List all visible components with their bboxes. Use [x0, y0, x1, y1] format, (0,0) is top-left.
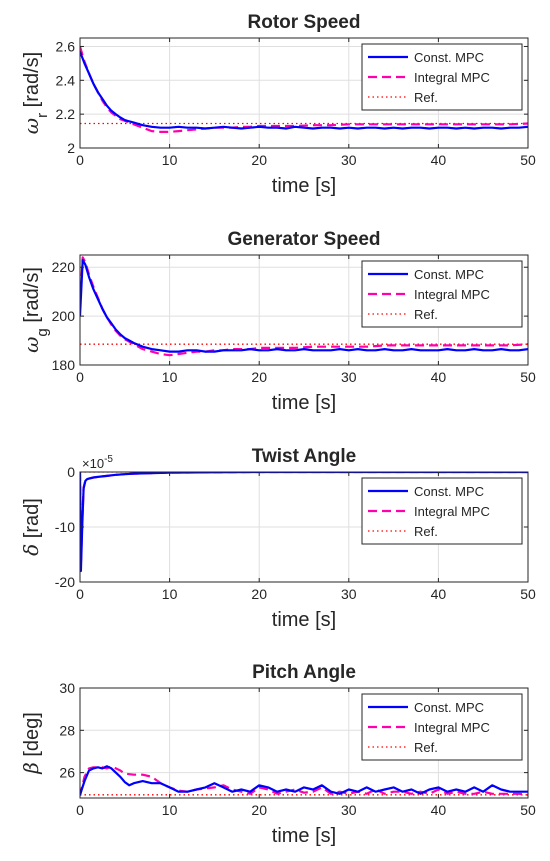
x-tick-label: 40 — [431, 802, 447, 818]
series-line-const-mpc — [80, 258, 528, 353]
legend-label: Ref. — [414, 740, 438, 755]
x-tick-label: 20 — [251, 369, 267, 385]
x-tick-label: 50 — [520, 586, 536, 602]
x-tick-label: 50 — [520, 369, 536, 385]
x-tick-label: 10 — [162, 152, 178, 168]
y-axis-label: β [deg] — [19, 712, 43, 775]
series-line-const-mpc — [80, 51, 528, 130]
x-axis-label: time [s] — [272, 392, 336, 414]
y-tick-label: 220 — [52, 259, 76, 275]
y-tick-label: 30 — [59, 680, 75, 696]
y-tick-label: 2.6 — [56, 38, 76, 54]
x-tick-label: 0 — [76, 369, 84, 385]
x-tick-label: 40 — [431, 152, 447, 168]
x-tick-label: 0 — [76, 152, 84, 168]
series-line-const-mpc — [80, 765, 528, 796]
chart-title: Generator Speed — [227, 229, 380, 250]
y-tick-label: -10 — [55, 519, 75, 535]
legend-label: Ref. — [414, 307, 438, 322]
x-tick-label: 30 — [341, 369, 357, 385]
x-tick-label: 20 — [251, 586, 267, 602]
legend-label: Integral MPC — [414, 287, 490, 302]
legend: Const. MPC Integral MPC Ref. — [361, 260, 523, 328]
x-tick-label: 30 — [341, 802, 357, 818]
x-axis-label: time [s] — [272, 825, 336, 847]
legend-label: Integral MPC — [414, 504, 490, 519]
chart-title: Rotor Speed — [248, 12, 361, 33]
y-tick-label: -20 — [55, 574, 75, 590]
chart-panel-3: 0 10 20 30 40 50 -20 -10 0 ×10-5 Twist Angle time [… — [19, 446, 536, 631]
legend-label: Const. MPC — [414, 50, 484, 65]
x-axis-label: time [s] — [272, 175, 336, 197]
x-tick-label: 10 — [162, 586, 178, 602]
y-tick-label: 28 — [59, 722, 75, 738]
y-axis-label: ωg [rad/s] — [19, 267, 51, 353]
series-group — [80, 46, 528, 133]
series-group — [80, 765, 528, 797]
x-tick-label: 30 — [341, 152, 357, 168]
x-tick-label: 40 — [431, 369, 447, 385]
x-tick-label: 10 — [162, 369, 178, 385]
axis-exponent-label: ×10-5 — [82, 454, 113, 471]
legend-label: Ref. — [414, 524, 438, 539]
legend: Const. MPC Integral MPC Ref. — [361, 693, 523, 761]
y-tick-label: 26 — [59, 765, 75, 781]
series-line-integral-mpc — [80, 46, 528, 133]
y-tick-label: 0 — [67, 464, 75, 480]
x-tick-label: 0 — [76, 586, 84, 602]
legend-label: Const. MPC — [414, 700, 484, 715]
chart-panel-2: 0 10 20 30 40 50 180 200 220 Generator Speed time … — [19, 229, 536, 414]
x-tick-label: 20 — [251, 152, 267, 168]
axes-box — [79, 254, 529, 366]
x-tick-label: 20 — [251, 802, 267, 818]
chart-panel-4: 0 10 20 30 40 50 26 28 30 Pitch Angle time [s] β [d… — [19, 662, 536, 847]
x-tick-label: 0 — [76, 802, 84, 818]
legend: Const. MPC Integral MPC Ref. — [361, 477, 523, 545]
series-group — [80, 256, 528, 357]
axes-box — [79, 687, 529, 799]
y-axis-label: δ [rad] — [19, 498, 43, 556]
chart-panel-1: 0 10 20 30 40 50 2 2.2 2.4 2.6 Rotor Speed time [s]… — [19, 12, 536, 197]
legend: Const. MPC Integral MPC Ref. — [361, 43, 523, 111]
x-tick-label: 30 — [341, 586, 357, 602]
legend-label: Integral MPC — [414, 70, 490, 85]
y-tick-label: 2.2 — [56, 106, 76, 122]
series-line-integral-mpc — [80, 765, 528, 797]
legend-label: Const. MPC — [414, 484, 484, 499]
axes-box — [79, 37, 529, 149]
x-tick-label: 50 — [520, 152, 536, 168]
y-tick-label: 2 — [67, 140, 75, 156]
y-tick-label: 180 — [52, 357, 76, 373]
legend-label: Ref. — [414, 90, 438, 105]
legend-label: Integral MPC — [414, 720, 490, 735]
legend-label: Const. MPC — [414, 267, 484, 282]
y-tick-label: 200 — [52, 308, 76, 324]
y-tick-label: 2.4 — [56, 72, 76, 88]
chart-title: Pitch Angle — [252, 662, 356, 683]
x-tick-label: 50 — [520, 802, 536, 818]
x-tick-label: 40 — [431, 586, 447, 602]
y-axis-label: ωr [rad/s] — [19, 52, 51, 134]
chart-title: Twist Angle — [252, 446, 357, 467]
x-tick-label: 10 — [162, 802, 178, 818]
x-axis-label: time [s] — [272, 609, 336, 631]
